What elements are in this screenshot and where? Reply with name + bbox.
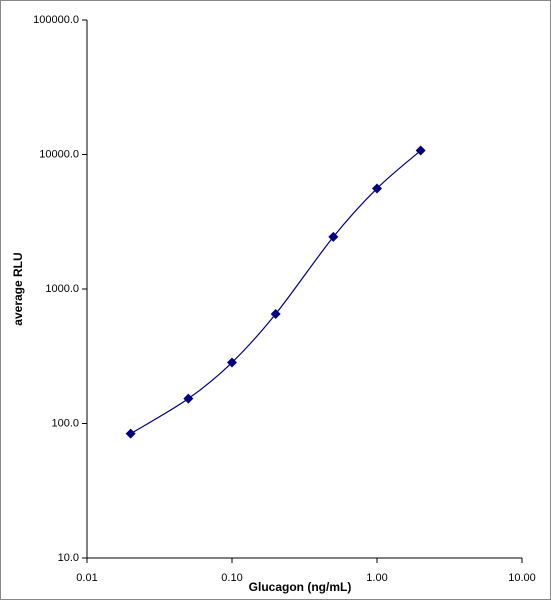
- y-axis-label: average RLU: [11, 252, 25, 325]
- x-tick-label: 1.00: [366, 572, 387, 584]
- y-tick-label: 100.0: [51, 417, 79, 429]
- x-tick-label: 0.10: [221, 572, 242, 584]
- data-point: [125, 428, 136, 439]
- data-point: [227, 357, 237, 368]
- y-tick-label: 10.0: [58, 552, 79, 564]
- data-point: [183, 393, 194, 404]
- y-tick-label: 100000.0: [33, 14, 79, 26]
- x-axis-label: Glucagon (ng/mL): [249, 580, 352, 594]
- data-point: [372, 183, 382, 194]
- x-tick-label: 0.01: [76, 572, 97, 584]
- data-point: [328, 231, 339, 242]
- y-tick-label: 1000.0: [45, 283, 79, 295]
- x-tick-label: 10.00: [508, 572, 536, 584]
- y-tick-label: 10000.0: [39, 148, 79, 160]
- data-point: [415, 145, 426, 156]
- data-point: [270, 308, 281, 319]
